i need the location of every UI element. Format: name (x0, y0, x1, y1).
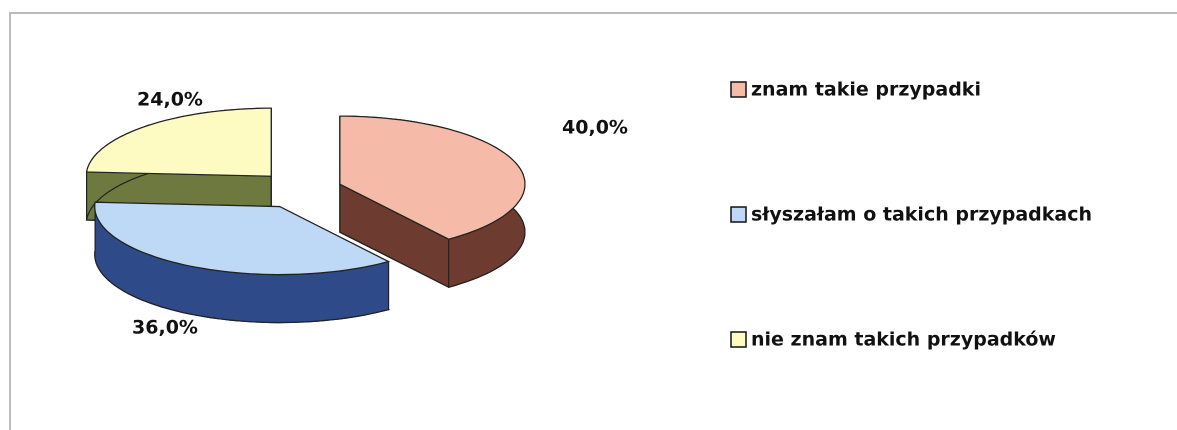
legend-swatch (730, 81, 747, 98)
slice-top (85, 107, 272, 177)
pie-slice (339, 115, 526, 289)
pie-slice (94, 201, 391, 324)
legend-label: znam takie przypadki (751, 79, 981, 101)
data-label: 36,0% (132, 317, 198, 339)
slice-top (339, 115, 526, 240)
frame (9, 12, 1177, 430)
data-label: 24,0% (137, 89, 203, 111)
legend-swatch (730, 206, 747, 223)
legend-label: słyszałam o takich przypadkach (751, 204, 1092, 226)
data-label: 40,0% (562, 117, 628, 139)
legend-swatch (730, 331, 747, 348)
slice-top (94, 201, 391, 276)
legend-label: nie znam takich przypadków (751, 329, 1056, 351)
